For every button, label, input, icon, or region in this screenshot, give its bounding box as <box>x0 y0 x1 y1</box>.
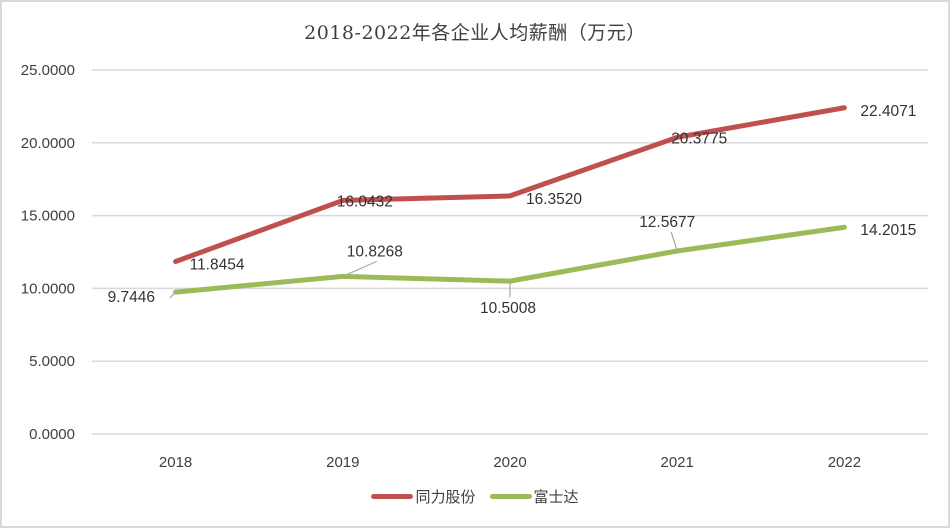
y-tick-label: 10.0000 <box>21 280 75 297</box>
data-label: 12.5677 <box>639 214 695 231</box>
gridlines <box>92 69 928 435</box>
data-label: 16.3520 <box>526 191 582 208</box>
y-tick-label: 5.0000 <box>29 353 75 370</box>
data-label: 22.4071 <box>860 103 916 120</box>
legend: 同力股份 富士达 <box>2 486 948 507</box>
data-label: 10.8268 <box>347 243 403 260</box>
data-label: 10.5008 <box>480 300 536 317</box>
leader-line <box>670 231 678 252</box>
x-tick-label: 2021 <box>661 454 694 471</box>
series-line[interactable] <box>173 105 847 265</box>
data-label: 9.7446 <box>108 289 155 306</box>
series-lines <box>173 105 847 295</box>
y-tick-label: 25.0000 <box>21 62 75 79</box>
x-tick-label: 2020 <box>493 454 526 471</box>
data-label: 16.0432 <box>337 193 393 210</box>
y-tick-label: 15.0000 <box>21 208 75 225</box>
y-tick-label: 20.0000 <box>21 135 75 152</box>
x-tick-label: 2022 <box>828 454 861 471</box>
legend-item-fujida[interactable]: 富士达 <box>489 486 579 507</box>
data-labels: 11.8454 16.0432 16.3520 20.3775 22.4071 9.744… <box>108 103 917 317</box>
chart-title: 2018-2022年各企业人均薪酬（万元） <box>304 22 646 44</box>
data-label: 11.8454 <box>190 257 245 274</box>
legend-label: 富士达 <box>533 488 579 506</box>
leader-line <box>342 260 378 277</box>
leader-line <box>169 291 177 299</box>
data-label: 14.2015 <box>860 222 916 239</box>
legend-item-tongli[interactable]: 同力股份 <box>371 486 476 507</box>
legend-swatch-green <box>489 494 532 499</box>
y-tick-label: 0.0000 <box>29 426 75 443</box>
legend-label: 同力股份 <box>415 488 476 506</box>
x-tick-label: 2019 <box>326 454 359 471</box>
x-tick-label: 2018 <box>159 454 192 471</box>
data-label: 20.3775 <box>671 130 727 147</box>
legend-swatch-red <box>371 494 414 499</box>
x-axis-ticks: 2018 2019 2020 2021 2022 <box>159 454 861 471</box>
y-axis-ticks: 0.0000 5.0000 10.0000 15.0000 20.0000 25.0000 <box>21 62 75 443</box>
